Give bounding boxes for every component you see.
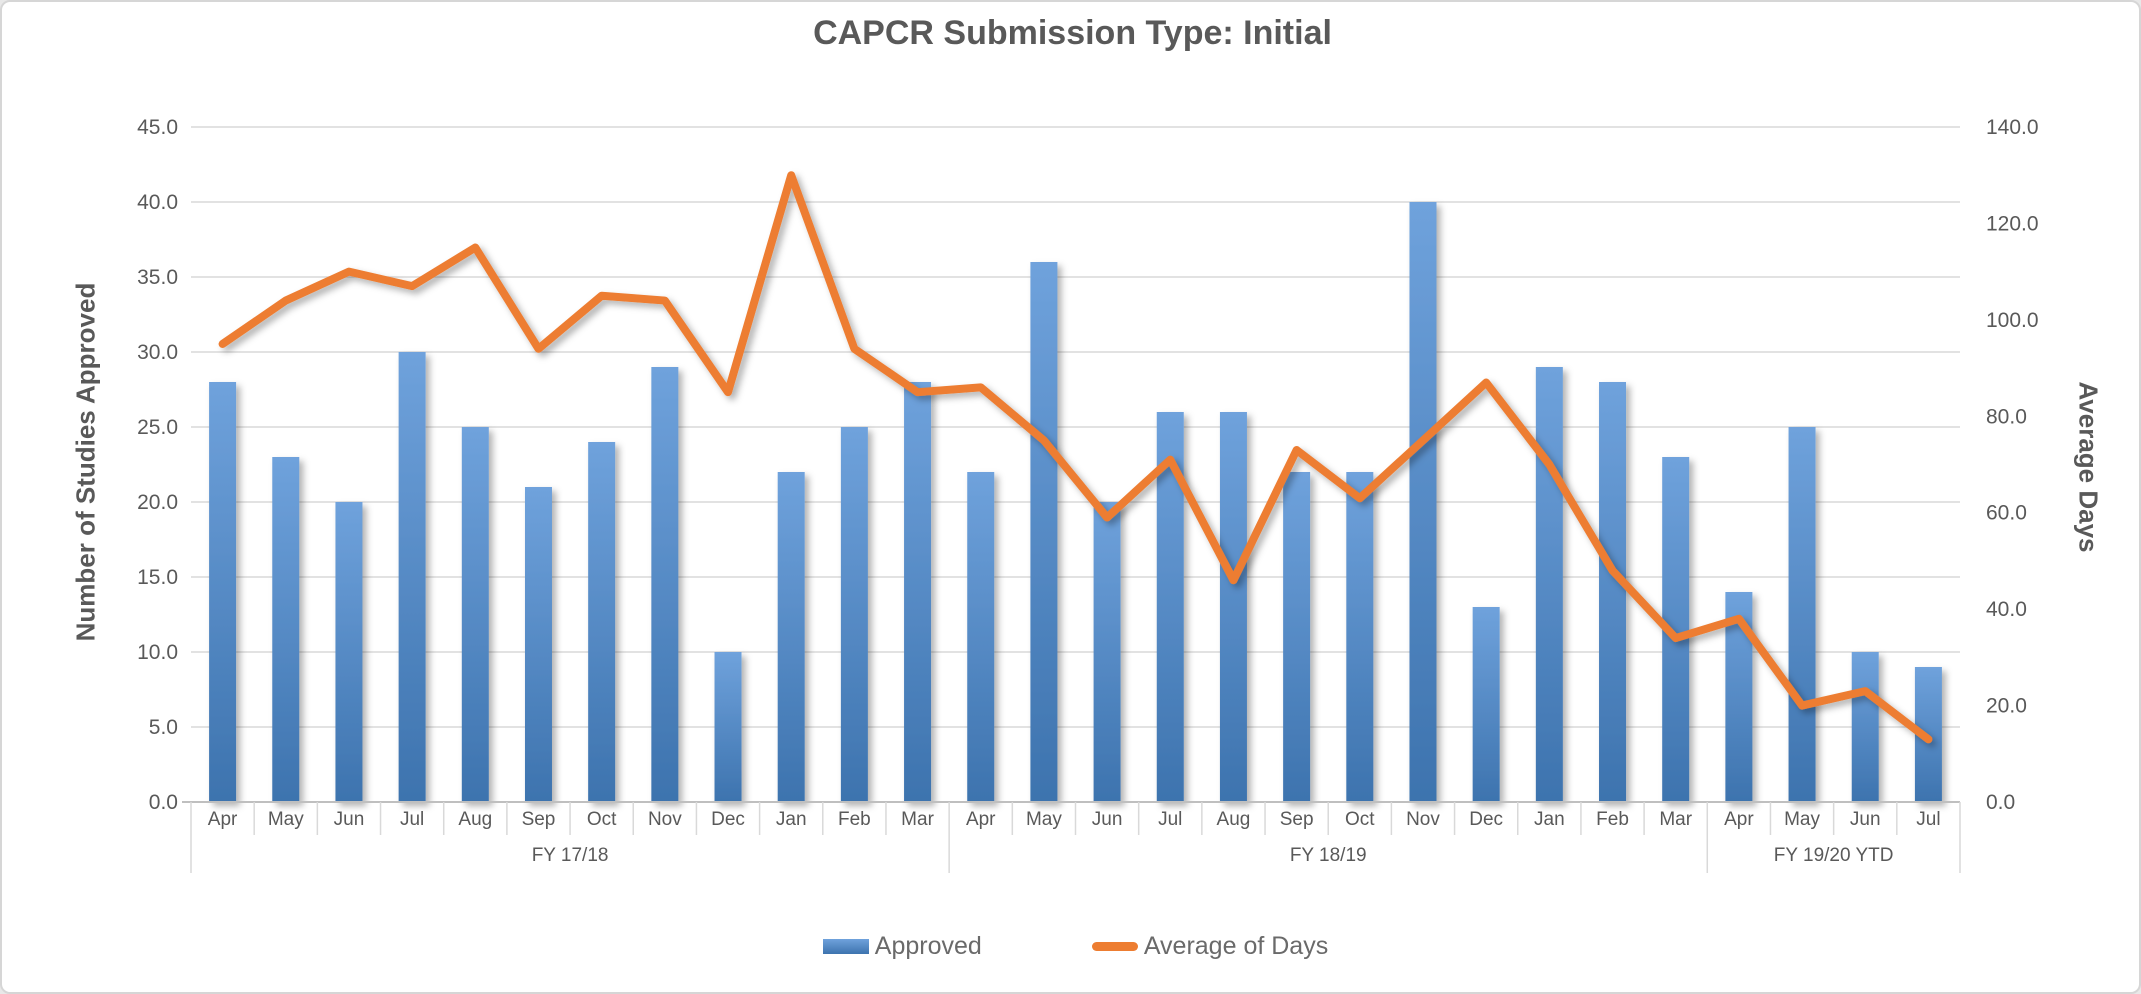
approved-bar-sep-5[interactable] xyxy=(524,487,552,802)
legend-label-average-of-days: Average of Days xyxy=(1143,931,1329,960)
y-axis-tick-label-right: 20.0 xyxy=(1986,695,2027,718)
y-axis-tick-label-left: 15.0 xyxy=(137,566,178,589)
y-axis-tick-label-right: 60.0 xyxy=(1986,502,2027,525)
month-label: Jul xyxy=(400,809,424,830)
approved-bar-jun-2[interactable] xyxy=(335,502,363,802)
month-label: Nov xyxy=(648,809,682,830)
month-label: Aug xyxy=(1217,809,1251,830)
approved-bar-aug-4[interactable] xyxy=(461,427,489,802)
y-axis-tick-label-left: 40.0 xyxy=(137,191,178,214)
average-of-days-line[interactable] xyxy=(218,171,1933,744)
legend: Approved Average of Days xyxy=(191,924,1960,968)
approved-bar-jan-21[interactable] xyxy=(1535,367,1563,802)
group-label-fy-19-20-ytd: FY 19/20 YTD xyxy=(1774,845,1894,866)
y-axis-tick-label-left: 10.0 xyxy=(137,641,178,664)
y-axis-tick-label-right: 140.0 xyxy=(1986,116,2039,139)
month-label: Nov xyxy=(1406,809,1440,830)
y-axis-tick-label-left: 25.0 xyxy=(137,416,178,439)
approved-bar-may-13[interactable] xyxy=(1030,262,1058,802)
month-label: Sep xyxy=(522,809,556,830)
approved-bar-apr-12[interactable] xyxy=(967,472,995,802)
group-label-fy-18-19: FY 18/19 xyxy=(1290,845,1367,866)
month-label: May xyxy=(1784,809,1820,830)
y-axis-tick-label-right: 120.0 xyxy=(1986,212,2039,235)
y-axis-tick-label-right: 100.0 xyxy=(1986,309,2039,332)
month-label: Jan xyxy=(776,809,807,830)
approved-bar-oct-18[interactable] xyxy=(1346,472,1374,802)
month-label: Apr xyxy=(208,809,238,830)
approved-bar-aug-16[interactable] xyxy=(1219,412,1247,802)
approved-bar-jul-3[interactable] xyxy=(398,352,426,802)
approved-bar-jun-26[interactable] xyxy=(1851,652,1879,802)
month-label: May xyxy=(268,809,304,830)
month-label: Jun xyxy=(1092,809,1123,830)
month-label: Oct xyxy=(587,809,617,830)
month-label: Dec xyxy=(1469,809,1503,830)
approved-bar-sep-17[interactable] xyxy=(1283,472,1311,802)
approved-bar-jun-14[interactable] xyxy=(1093,502,1121,802)
approved-bar-apr-0[interactable] xyxy=(209,382,237,802)
month-label: Mar xyxy=(901,809,934,830)
approved-bar-feb-22[interactable] xyxy=(1599,382,1627,802)
y-axis-tick-label-left: 30.0 xyxy=(137,341,178,364)
month-label: Dec xyxy=(711,809,745,830)
legend-label-approved: Approved xyxy=(874,931,982,960)
legend-swatch-approved-bar xyxy=(822,938,869,954)
approved-bar-dec-8[interactable] xyxy=(714,652,742,802)
y-axis-tick-label-left: 35.0 xyxy=(137,266,178,289)
y-axis-tick-label-left: 45.0 xyxy=(137,116,178,139)
month-label: Apr xyxy=(966,809,996,830)
approved-bar-nov-7[interactable] xyxy=(651,367,679,802)
approved-bar-dec-20[interactable] xyxy=(1472,607,1500,802)
month-label: Jun xyxy=(334,809,365,830)
group-label-fy-17-18: FY 17/18 xyxy=(532,845,609,866)
approved-bar-mar-11[interactable] xyxy=(904,382,932,802)
legend-item-average-of-days[interactable]: Average of Days xyxy=(1091,931,1329,961)
month-label: Feb xyxy=(838,809,871,830)
month-label: May xyxy=(1026,809,1062,830)
month-label: Jan xyxy=(1534,809,1565,830)
month-label: Apr xyxy=(1724,809,1754,830)
approved-bar-jan-9[interactable] xyxy=(777,472,805,802)
legend-item-approved[interactable]: Approved xyxy=(822,931,982,961)
chart-title: CAPCR Submission Type: Initial xyxy=(813,14,1332,52)
approved-bar-oct-6[interactable] xyxy=(588,442,616,802)
month-label: Feb xyxy=(1596,809,1629,830)
y-axis-tick-label-right: 80.0 xyxy=(1986,405,2027,428)
approved-bar-may-1[interactable] xyxy=(272,457,300,802)
approved-bar-feb-10[interactable] xyxy=(840,427,868,802)
approved-bar-may-25[interactable] xyxy=(1788,427,1816,802)
y-axis-tick-label-left: 0.0 xyxy=(149,791,178,814)
month-label: Jul xyxy=(1158,809,1182,830)
y-axis-tick-label-left: 5.0 xyxy=(149,716,178,739)
month-label: Oct xyxy=(1345,809,1375,830)
y-axis-tick-label-left: 20.0 xyxy=(137,491,178,514)
right-axis-title: Average Days xyxy=(2073,381,2104,553)
month-label: Aug xyxy=(458,809,492,830)
legend-swatch-average-line xyxy=(1091,941,1138,951)
left-axis-title: Number of Studies Approved xyxy=(70,282,101,642)
y-axis-tick-label-right: 0.0 xyxy=(1986,791,2015,814)
approved-bar-nov-19[interactable] xyxy=(1409,202,1437,802)
month-label: Mar xyxy=(1659,809,1692,830)
month-label: Jun xyxy=(1850,809,1881,830)
month-label: Sep xyxy=(1280,809,1314,830)
y-axis-tick-label-right: 40.0 xyxy=(1986,598,2027,621)
month-label: Jul xyxy=(1916,809,1940,830)
